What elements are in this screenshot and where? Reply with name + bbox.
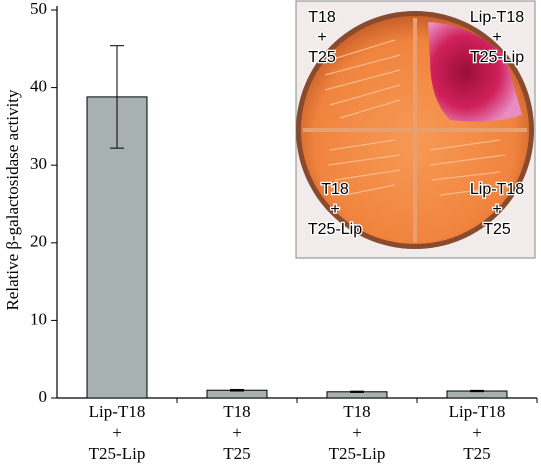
x-tick-label: T18 bbox=[343, 402, 370, 421]
photo-label: T18 bbox=[321, 181, 349, 198]
x-tick-label: + bbox=[112, 423, 122, 442]
photo-label: T25 bbox=[308, 49, 336, 66]
photo-label: + bbox=[492, 29, 501, 46]
y-tick-label: 40 bbox=[30, 77, 47, 96]
photo-label: + bbox=[330, 201, 339, 218]
inset-photo bbox=[295, 0, 536, 259]
photo-label: + bbox=[317, 29, 326, 46]
x-tick-label: T25 bbox=[223, 444, 250, 463]
photo-label: T25-Lip bbox=[470, 49, 524, 66]
y-axis-label: Relative β-galactosidase activity bbox=[3, 89, 22, 311]
x-tick-label: + bbox=[232, 423, 242, 442]
x-tick-label: T25-Lip bbox=[329, 444, 386, 463]
photo-label: Lip-T18 bbox=[470, 9, 524, 26]
y-tick-label: 0 bbox=[39, 387, 48, 406]
y-tick-label: 30 bbox=[30, 154, 47, 173]
y-tick-label: 50 bbox=[30, 0, 47, 18]
photo-label: T25 bbox=[483, 221, 511, 238]
y-tick-label: 20 bbox=[30, 232, 47, 251]
x-tick-label: + bbox=[352, 423, 362, 442]
pink-colonies bbox=[428, 22, 522, 122]
x-tick-label: T25 bbox=[463, 444, 490, 463]
streaks bbox=[324, 39, 506, 196]
photo-label: + bbox=[492, 201, 501, 218]
x-tick-label: Lip-T18 bbox=[449, 402, 506, 421]
photo-label: T25-Lip bbox=[308, 221, 362, 238]
photo-label: T18 bbox=[308, 9, 336, 26]
x-tick-label: T25-Lip bbox=[89, 444, 146, 463]
y-tick-label: 10 bbox=[30, 309, 47, 328]
x-tick-label: Lip-T18 bbox=[89, 402, 146, 421]
x-tick-label: T18 bbox=[223, 402, 250, 421]
photo-label: Lip-T18 bbox=[470, 181, 524, 198]
x-tick-label: + bbox=[472, 423, 482, 442]
